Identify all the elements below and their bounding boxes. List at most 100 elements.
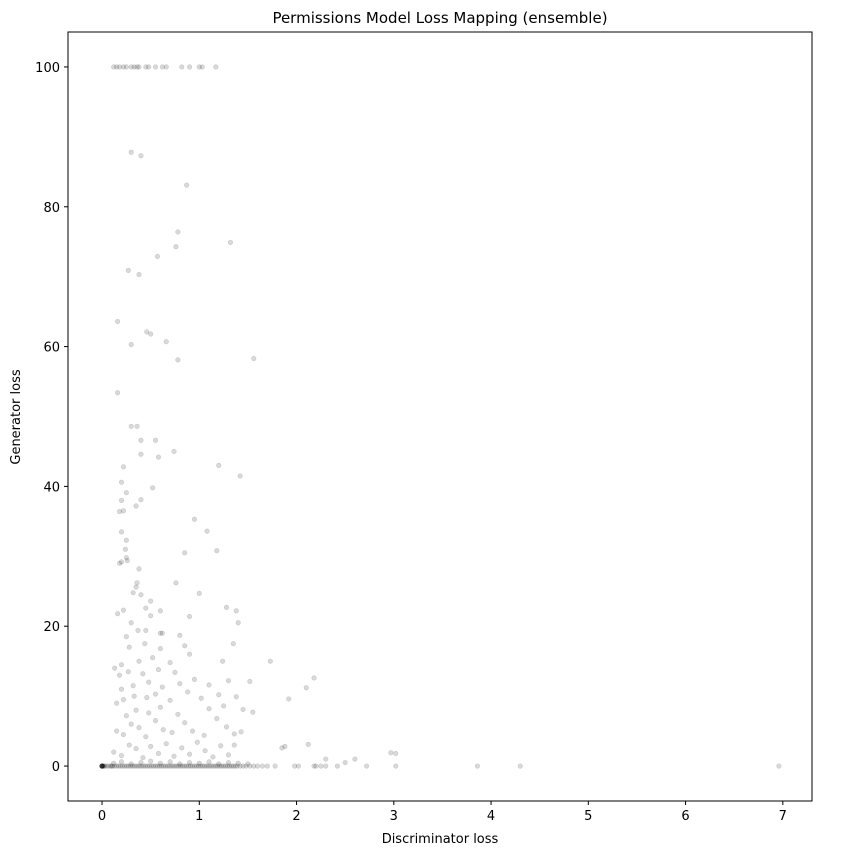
data-point xyxy=(219,763,225,769)
data-point xyxy=(102,763,108,769)
data-point xyxy=(123,555,129,561)
chart-title: Permissions Model Loss Mapping (ensemble… xyxy=(272,9,607,27)
data-point xyxy=(136,271,142,278)
data-point xyxy=(99,763,105,769)
data-point xyxy=(195,763,201,769)
data-point xyxy=(131,693,137,699)
data-point xyxy=(134,423,140,429)
data-point xyxy=(152,717,159,724)
data-point xyxy=(177,761,183,767)
data-point xyxy=(196,590,202,596)
data-point xyxy=(313,763,319,769)
data-point xyxy=(160,763,166,769)
data-point xyxy=(145,763,151,769)
data-point xyxy=(209,763,215,769)
data-point xyxy=(182,720,188,726)
data-point xyxy=(118,662,125,668)
data-point xyxy=(114,700,120,706)
data-point xyxy=(203,763,209,769)
data-point xyxy=(250,709,256,715)
data-point xyxy=(150,485,156,491)
data-point xyxy=(184,763,190,769)
data-point xyxy=(251,763,257,769)
data-point xyxy=(118,752,125,759)
data-point xyxy=(146,710,152,716)
data-point xyxy=(140,671,146,677)
data-point xyxy=(128,620,134,626)
data-point xyxy=(218,743,224,749)
data-point xyxy=(128,341,134,348)
data-point xyxy=(114,64,120,70)
data-point xyxy=(174,763,180,769)
data-point xyxy=(125,763,131,769)
data-point xyxy=(118,497,125,503)
data-point xyxy=(303,685,309,691)
data-point xyxy=(210,754,216,760)
data-point xyxy=(163,339,169,345)
data-point xyxy=(136,566,142,572)
data-point xyxy=(123,537,129,543)
data-point xyxy=(128,149,134,155)
data-point xyxy=(123,634,129,640)
data-point xyxy=(116,672,123,678)
data-point xyxy=(240,706,246,713)
data-point xyxy=(173,244,179,250)
data-point xyxy=(148,758,154,764)
data-point xyxy=(245,761,251,767)
data-point xyxy=(149,763,155,769)
x-tick-label: 6 xyxy=(681,809,689,824)
data-point xyxy=(146,679,152,685)
data-point xyxy=(135,627,141,634)
data-point xyxy=(231,742,237,748)
data-point xyxy=(147,763,153,769)
data-point xyxy=(143,627,149,634)
data-point xyxy=(144,329,150,335)
data-point xyxy=(120,64,127,70)
data-point xyxy=(201,732,207,738)
data-point xyxy=(148,598,154,604)
data-point xyxy=(225,752,232,758)
data-point xyxy=(196,760,202,766)
data-point xyxy=(150,655,156,661)
data-point xyxy=(148,743,154,750)
data-point xyxy=(154,763,161,769)
data-point xyxy=(128,721,134,727)
data-point xyxy=(201,763,207,769)
data-point xyxy=(130,683,136,689)
data-point xyxy=(116,560,123,566)
data-point xyxy=(776,763,782,769)
data-point xyxy=(177,632,183,638)
data-point xyxy=(138,451,144,457)
data-point xyxy=(116,64,123,70)
data-point xyxy=(213,64,219,70)
data-point xyxy=(259,763,266,769)
data-point xyxy=(228,763,234,769)
data-point xyxy=(216,761,222,767)
data-point xyxy=(311,763,317,769)
data-point xyxy=(123,713,129,719)
data-point xyxy=(342,759,348,766)
data-point xyxy=(223,604,230,610)
data-point xyxy=(186,751,193,757)
data-point xyxy=(169,729,175,736)
data-point xyxy=(133,745,139,752)
data-point xyxy=(123,490,129,496)
data-point xyxy=(136,64,142,70)
data-point xyxy=(158,763,164,769)
data-point xyxy=(191,516,198,522)
data-point xyxy=(114,611,121,617)
data-point xyxy=(133,503,139,509)
data-point xyxy=(177,680,183,687)
data-point xyxy=(155,750,162,757)
data-point xyxy=(134,64,140,70)
data-point xyxy=(175,357,181,363)
data-point xyxy=(125,669,131,675)
data-point xyxy=(131,763,137,769)
data-point xyxy=(131,64,137,70)
x-tick-label: 5 xyxy=(584,809,592,824)
data-point xyxy=(120,508,127,514)
data-point xyxy=(179,64,185,70)
data-point xyxy=(152,437,159,443)
y-tick-label: 60 xyxy=(43,341,60,356)
points-layer xyxy=(99,64,782,769)
